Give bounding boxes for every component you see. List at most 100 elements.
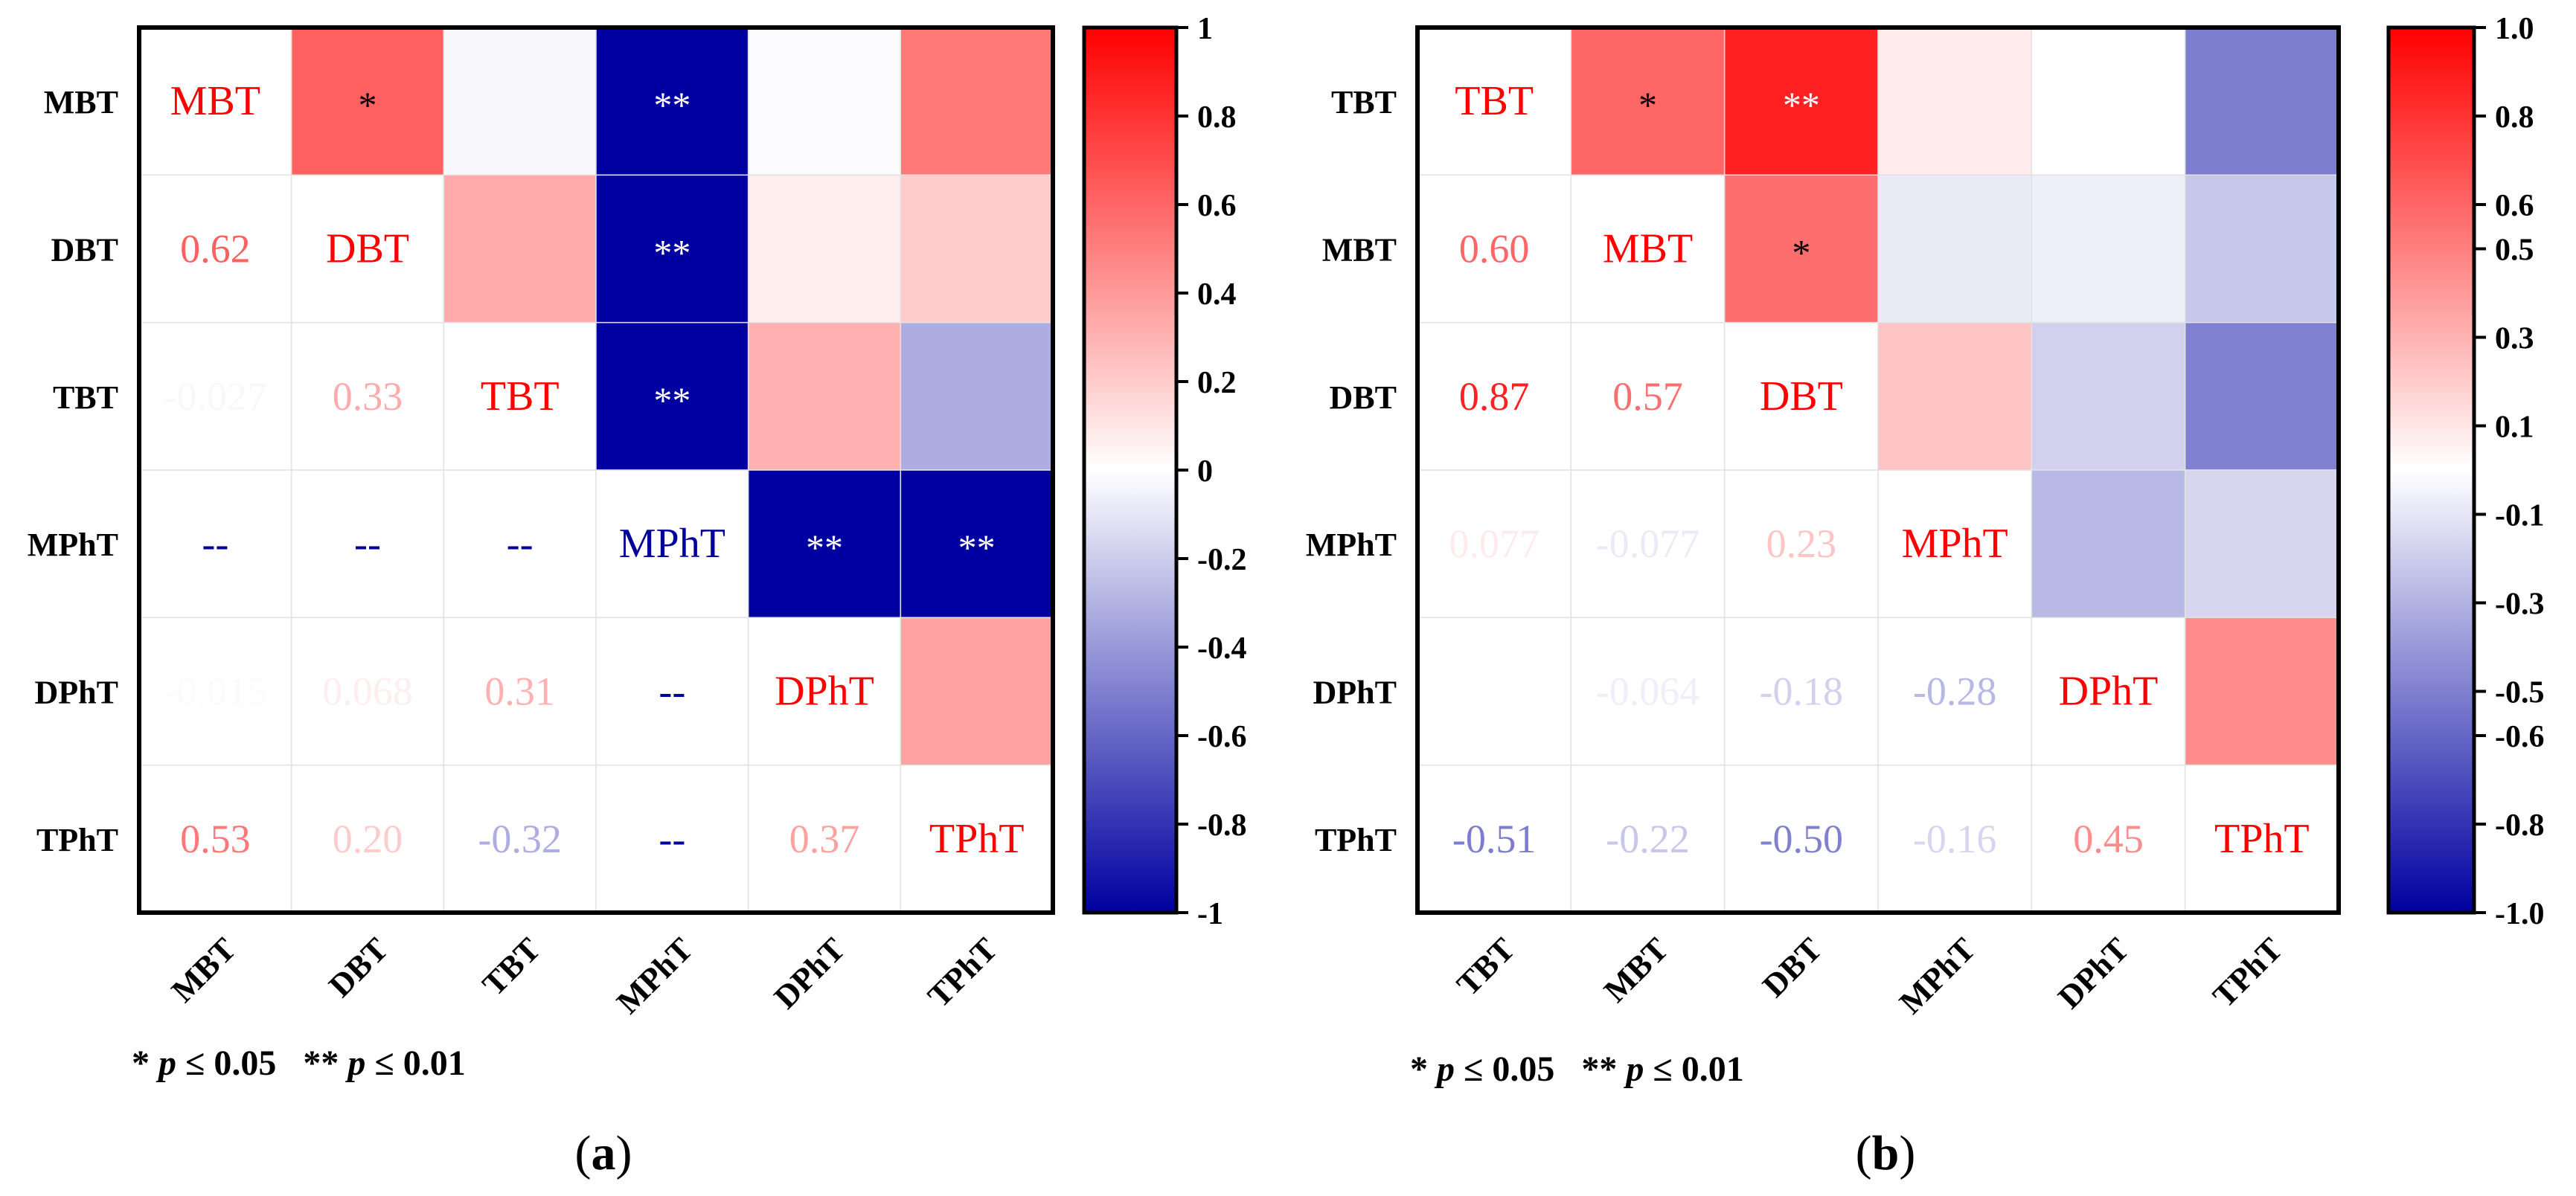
column-label: DBT <box>321 930 395 1004</box>
column-label: MBT <box>1597 930 1676 1009</box>
significance-mark: ** <box>653 379 691 421</box>
diagonal-label: TPhT <box>929 816 1025 862</box>
heatmap-cell <box>1417 764 1572 913</box>
colorbar-tick-label: -0.1 <box>2495 499 2545 533</box>
column-label: MBT <box>164 930 243 1009</box>
significance-mark: * <box>1792 232 1810 274</box>
correlation-value: 0.068 <box>322 669 413 714</box>
correlation-value: 0.077 <box>1449 521 1539 566</box>
heatmap-cell <box>2184 617 2339 766</box>
heatmap-frame <box>1415 25 2341 915</box>
row-label: TBT <box>1331 84 1397 120</box>
colorbar-tick-label: 0.2 <box>1197 366 1237 400</box>
colorbar <box>2386 25 2476 915</box>
heatmap-cell <box>595 321 749 471</box>
correlation-value: -0.28 <box>1913 669 1996 714</box>
heatmap-cell <box>1877 174 2033 324</box>
colorbar-tick-label: -0.6 <box>1197 720 1247 754</box>
heatmap-cell <box>747 174 902 324</box>
colorbar-tick-label: -0.8 <box>1197 808 1247 843</box>
heatmap-cell <box>1723 469 1879 619</box>
heatmap-cell <box>290 764 445 913</box>
row-label: MBT <box>44 84 118 120</box>
heatmap-cell <box>1723 174 1879 324</box>
row-label: DBT <box>1330 379 1397 416</box>
colorbar-tick-label: -0.3 <box>2495 588 2545 622</box>
colorbar-tick-label: 0.8 <box>1197 100 1237 135</box>
heatmap-cell <box>595 617 749 766</box>
column-label: TBT <box>1449 930 1522 1003</box>
diagonal-label: MBT <box>170 78 260 124</box>
colorbar-tick-label: 0.3 <box>2495 322 2534 356</box>
correlation-value: -- <box>354 521 381 566</box>
row-label: MPhT <box>1306 527 1397 563</box>
correlation-value: 0.37 <box>789 817 860 861</box>
correlation-value: 0.33 <box>333 374 403 419</box>
correlation-value: -0.027 <box>164 374 267 419</box>
row-label: TPhT <box>1315 822 1397 858</box>
heatmap-cell <box>138 617 292 766</box>
column-label: DBT <box>1755 930 1829 1004</box>
correlation-value: -0.18 <box>1760 669 1843 714</box>
colorbar-tick-label: 0.8 <box>2495 100 2534 135</box>
heatmap-panel-a: MBT * **0.62 DBT **-0.027 0.33 TBT **-- -- -- MPhT… <box>28 12 1247 1180</box>
colorbar-tick-label: -0.8 <box>2495 808 2545 843</box>
heatmap-cell <box>900 321 1054 471</box>
correlation-value: -- <box>659 817 685 861</box>
diagonal-label: DPhT <box>775 669 874 715</box>
colorbar-tick-label: 1 <box>1197 12 1213 46</box>
colorbar-tick-label: -0.5 <box>2495 676 2545 710</box>
heatmap-cell <box>1417 174 1572 324</box>
heatmap-cell <box>900 617 1054 766</box>
significance-mark: * <box>359 84 377 126</box>
correlation-value: -- <box>202 521 228 566</box>
diagonal-label: TPhT <box>2214 816 2310 862</box>
column-label: DPhT <box>2051 930 2136 1015</box>
heatmap-cell <box>1723 321 1879 471</box>
heatmap-cell <box>2031 469 2186 619</box>
heatmap-cell <box>595 469 749 619</box>
row-label: DBT <box>51 232 118 269</box>
colorbar <box>1082 25 1179 915</box>
correlation-value: 0.60 <box>1459 227 1530 271</box>
heatmap-cell <box>443 469 597 619</box>
heatmap-cell <box>290 27 445 176</box>
heatmap-cell <box>443 27 597 176</box>
row-label: MBT <box>1322 232 1397 269</box>
significance-footnote: * p ≤ 0.05 ** p ≤ 0.01 <box>132 1044 466 1083</box>
heatmap-cell <box>595 174 749 324</box>
panel-label: (a) <box>575 1126 632 1180</box>
column-label: TBT <box>475 930 548 1003</box>
correlation-value: -0.50 <box>1760 817 1843 861</box>
heatmap-cell <box>290 469 445 619</box>
significance-mark: ** <box>958 527 996 568</box>
colorbar-tick-label: 0 <box>1197 454 1213 489</box>
correlation-value: -0.064 <box>1596 669 1699 714</box>
heatmap-cell <box>1723 617 1879 766</box>
colorbar-tick-label: 0.6 <box>2495 189 2534 223</box>
row-label: DPhT <box>1313 675 1397 711</box>
colorbar-tick-label: 1.0 <box>2495 12 2534 46</box>
column-label: MPhT <box>609 930 699 1020</box>
diagonal-label: TBT <box>1455 78 1534 124</box>
heatmap-cell <box>1570 764 1726 913</box>
heatmap-cell <box>1417 617 1572 766</box>
colorbar-tick-label: 0.6 <box>1197 189 1237 223</box>
correlation-value: 0.87 <box>1459 374 1530 419</box>
heatmap-cell <box>290 321 445 471</box>
correlation-value: -- <box>659 669 685 714</box>
correlation-value: 0.20 <box>333 817 403 861</box>
heatmap-cell <box>900 469 1054 619</box>
diagonal-label: MBT <box>1603 226 1693 272</box>
heatmap-cell <box>1877 321 2033 471</box>
significance-mark: ** <box>653 232 691 274</box>
colorbar-tick-label: -1 <box>1197 897 1223 931</box>
correlation-value: -0.51 <box>1452 817 1536 861</box>
row-label: MPhT <box>28 527 118 563</box>
colorbar-tick-label: 0.4 <box>1197 277 1237 312</box>
row-label: TPhT <box>36 822 118 858</box>
heatmap-cell <box>2184 174 2339 324</box>
column-label: TPhT <box>2205 930 2289 1014</box>
